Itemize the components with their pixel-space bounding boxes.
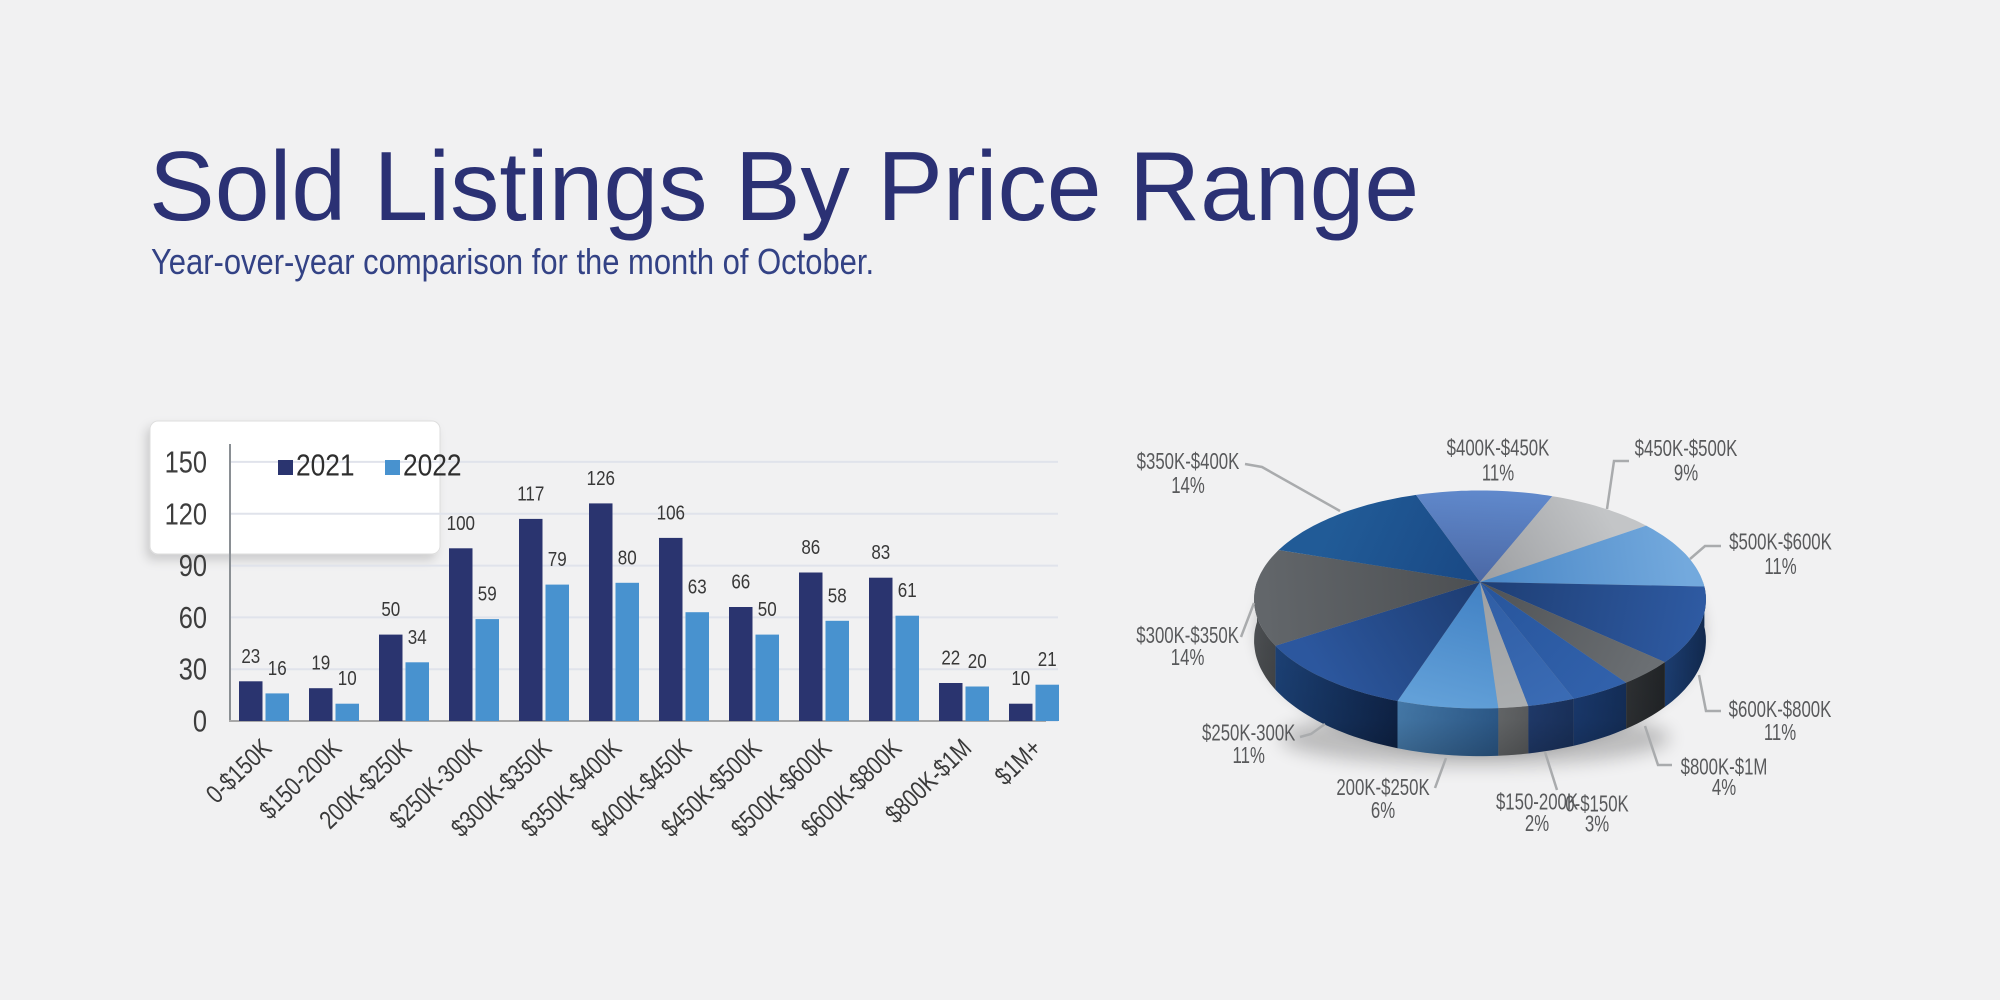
- svg-text:80: 80: [618, 546, 637, 569]
- svg-text:200K-$250K: 200K-$250K: [1336, 776, 1430, 801]
- svg-text:$250K-300K: $250K-300K: [1202, 721, 1296, 746]
- svg-text:$300K-$350K: $300K-$350K: [1136, 623, 1239, 648]
- svg-text:0-$150K: 0-$150K: [1565, 792, 1629, 817]
- svg-text:4%: 4%: [1712, 776, 1736, 801]
- svg-text:$350K-$400K: $350K-$400K: [1137, 450, 1240, 475]
- svg-text:0: 0: [193, 704, 207, 739]
- svg-text:Year-over-year comparison for: Year-over-year comparison for the month …: [151, 243, 874, 283]
- svg-text:11%: 11%: [1764, 721, 1796, 746]
- svg-text:21: 21: [1038, 648, 1057, 671]
- svg-text:3%: 3%: [1585, 812, 1609, 837]
- svg-text:23: 23: [241, 644, 260, 667]
- svg-text:19: 19: [311, 651, 330, 674]
- svg-text:16: 16: [268, 656, 287, 679]
- svg-text:14%: 14%: [1171, 646, 1205, 671]
- svg-text:100: 100: [447, 511, 475, 534]
- svg-text:2021: 2021: [296, 449, 355, 483]
- svg-text:$600K-$800K: $600K-$800K: [1729, 698, 1832, 723]
- svg-text:90: 90: [179, 549, 207, 584]
- svg-text:20: 20: [968, 650, 987, 673]
- svg-text:34: 34: [408, 625, 427, 648]
- svg-text:150: 150: [165, 445, 207, 480]
- svg-text:9%: 9%: [1674, 461, 1698, 486]
- svg-text:30: 30: [179, 652, 207, 687]
- svg-text:$800K-$1M: $800K-$1M: [1681, 755, 1768, 780]
- svg-text:61: 61: [898, 579, 917, 602]
- svg-text:58: 58: [828, 584, 847, 607]
- svg-text:106: 106: [657, 501, 685, 524]
- svg-text:50: 50: [381, 598, 400, 621]
- svg-text:Sold Listings By Price Range: Sold Listings By Price Range: [149, 131, 1419, 241]
- svg-text:11%: 11%: [1233, 744, 1265, 769]
- svg-text:86: 86: [801, 536, 820, 559]
- svg-text:63: 63: [688, 575, 707, 598]
- svg-text:66: 66: [731, 570, 750, 593]
- svg-text:79: 79: [548, 548, 567, 571]
- svg-text:$400K-$450K: $400K-$450K: [1447, 436, 1550, 461]
- svg-text:$450K-$500K: $450K-$500K: [1635, 437, 1738, 462]
- svg-text:50: 50: [758, 598, 777, 621]
- svg-text:10: 10: [338, 667, 357, 690]
- svg-text:14%: 14%: [1171, 474, 1205, 499]
- svg-text:117: 117: [517, 482, 544, 505]
- svg-text:2%: 2%: [1525, 812, 1549, 837]
- svg-text:2022: 2022: [403, 449, 462, 483]
- svg-text:6%: 6%: [1371, 799, 1395, 824]
- svg-text:83: 83: [871, 541, 890, 564]
- svg-text:126: 126: [587, 466, 615, 489]
- svg-text:$150-200K: $150-200K: [1496, 790, 1579, 815]
- svg-text:$500K-$600K: $500K-$600K: [1729, 530, 1832, 555]
- svg-text:22: 22: [941, 646, 960, 669]
- svg-text:60: 60: [179, 601, 207, 636]
- svg-text:11%: 11%: [1764, 555, 1796, 580]
- svg-text:10: 10: [1011, 667, 1030, 690]
- svg-text:11%: 11%: [1482, 461, 1514, 486]
- svg-text:120: 120: [165, 497, 207, 532]
- svg-text:59: 59: [478, 582, 497, 605]
